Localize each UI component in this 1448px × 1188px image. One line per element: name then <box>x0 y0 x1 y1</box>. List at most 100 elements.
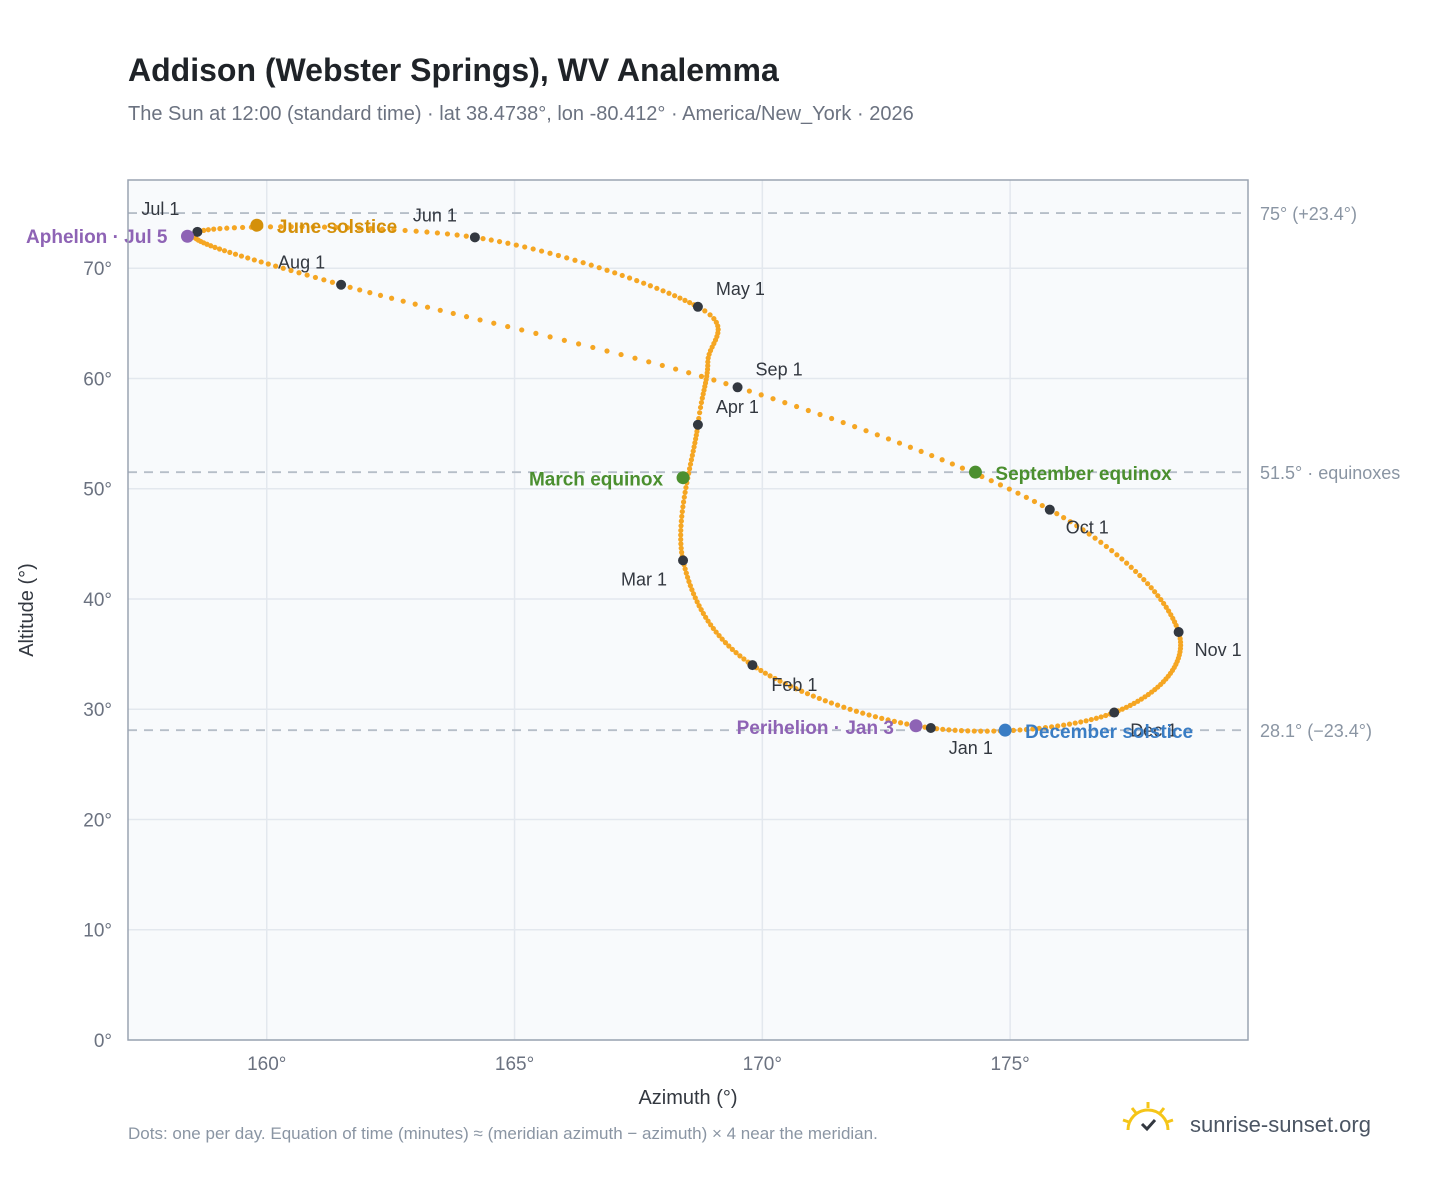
daily-sun-dot <box>1092 535 1098 541</box>
daily-sun-dot <box>799 688 805 694</box>
daily-sun-dot <box>278 224 284 230</box>
daily-sun-dot <box>929 452 935 459</box>
event-label: September equinox <box>995 464 1172 485</box>
sun-logo-icon <box>1122 1102 1174 1132</box>
daily-sun-dot <box>1098 539 1104 545</box>
daily-sun-dot <box>402 227 408 234</box>
month-label: Mar 1 <box>621 569 667 589</box>
daily-sun-dot <box>1109 548 1115 554</box>
daily-sun-dot <box>874 432 880 438</box>
brand[interactable]: sunrise-sunset.org <box>1120 1100 1410 1150</box>
y-tick-label: 20° <box>83 810 112 831</box>
daily-sun-dot <box>952 727 958 733</box>
month-label: Aug 1 <box>278 253 325 273</box>
daily-sun-dot <box>834 702 841 708</box>
daily-sun-dot <box>505 323 511 330</box>
plot-area <box>128 180 1248 1040</box>
daily-sun-dot <box>758 667 764 674</box>
daily-sun-dot <box>707 312 713 318</box>
month-marker <box>747 660 758 671</box>
y-tick-label: 40° <box>83 590 112 611</box>
daily-sun-dot <box>1163 604 1169 610</box>
daily-sun-dot <box>702 308 708 314</box>
daily-sun-dot <box>1067 519 1073 525</box>
daily-sun-dot <box>762 670 768 676</box>
daily-sun-dot <box>1123 704 1129 710</box>
daily-sun-dot <box>697 410 703 416</box>
daily-sun-dot <box>689 452 695 458</box>
daily-sun-dot <box>251 257 257 263</box>
daily-sun-dot <box>227 249 233 256</box>
daily-sun-dot <box>713 629 719 635</box>
june-solstice-marker <box>250 218 264 232</box>
daily-sun-dot <box>1158 596 1164 603</box>
daily-sun-dot <box>946 727 952 733</box>
y-tick-label: 10° <box>83 921 112 942</box>
daily-sun-dot <box>699 395 705 401</box>
daily-sun-dot <box>1127 702 1133 708</box>
daily-sun-dot <box>705 618 711 624</box>
daily-sun-dot <box>949 461 955 467</box>
daily-sun-dot <box>741 656 747 662</box>
daily-sun-dot <box>530 246 536 252</box>
daily-sun-dot <box>347 284 353 290</box>
event-label: March equinox <box>529 470 664 491</box>
y-tick-label: 60° <box>83 369 112 390</box>
daily-sun-dot <box>367 290 373 296</box>
daily-sun-dot <box>758 392 764 398</box>
y-tick-label: 50° <box>83 480 112 501</box>
daily-sun-dot <box>1074 523 1080 529</box>
daily-sun-dot <box>1061 722 1067 728</box>
daily-sun-dot <box>687 583 693 589</box>
daily-sun-dot <box>723 381 729 387</box>
daily-sun-dot <box>679 508 685 515</box>
daily-sun-dot <box>679 513 685 519</box>
month-label: Oct 1 <box>1066 518 1109 538</box>
daily-sun-dot <box>678 523 684 529</box>
december-solstice-marker <box>998 723 1012 737</box>
daily-sun-dot <box>817 411 823 418</box>
daily-sun-dot <box>666 290 672 296</box>
daily-sun-dot <box>672 293 678 299</box>
daily-sun-dot <box>696 415 702 422</box>
daily-sun-dot <box>580 260 586 266</box>
daily-sun-dot <box>400 298 406 304</box>
daily-sun-dot <box>477 317 483 323</box>
daily-sun-dot <box>273 263 279 269</box>
daily-sun-dot <box>770 396 776 402</box>
daily-sun-dot <box>682 566 688 572</box>
daily-sun-dot <box>463 233 469 239</box>
daily-sun-dot <box>265 261 271 267</box>
daily-sun-dot <box>708 622 714 628</box>
daily-sun-dot <box>822 698 828 704</box>
chart-title: Addison (Webster Springs), WV Analemma <box>128 52 779 88</box>
daily-sun-dot <box>918 448 924 455</box>
month-marker <box>678 555 689 566</box>
daily-sun-dot <box>619 272 625 279</box>
daily-sun-dot <box>711 316 717 322</box>
month-marker <box>192 226 203 237</box>
daily-sun-dot <box>782 400 788 406</box>
daily-sun-dot <box>939 457 945 463</box>
markers <box>180 218 1184 737</box>
daily-sun-dot <box>391 227 397 233</box>
daily-sun-dot <box>1137 572 1143 579</box>
daily-sun-dot <box>1036 725 1042 731</box>
plot-border <box>127 179 1249 1041</box>
daily-sun-dot <box>1006 486 1012 492</box>
month-label: May 1 <box>716 279 765 299</box>
daily-sun-dot <box>897 720 904 726</box>
daily-sun-dot <box>564 255 570 261</box>
daily-sun-dot <box>700 610 706 617</box>
daily-sun-dot <box>1066 721 1073 727</box>
daily-sun-dot <box>689 587 695 593</box>
daily-sun-dot <box>344 225 351 231</box>
daily-sun-dot <box>767 673 773 679</box>
daily-sun-dot <box>1131 700 1137 706</box>
daily-sun-dot <box>296 270 302 276</box>
month-marker <box>469 232 480 243</box>
daily-sun-dot <box>480 236 486 242</box>
daily-sun-dot <box>216 246 223 252</box>
daily-sun-dot <box>828 700 835 706</box>
